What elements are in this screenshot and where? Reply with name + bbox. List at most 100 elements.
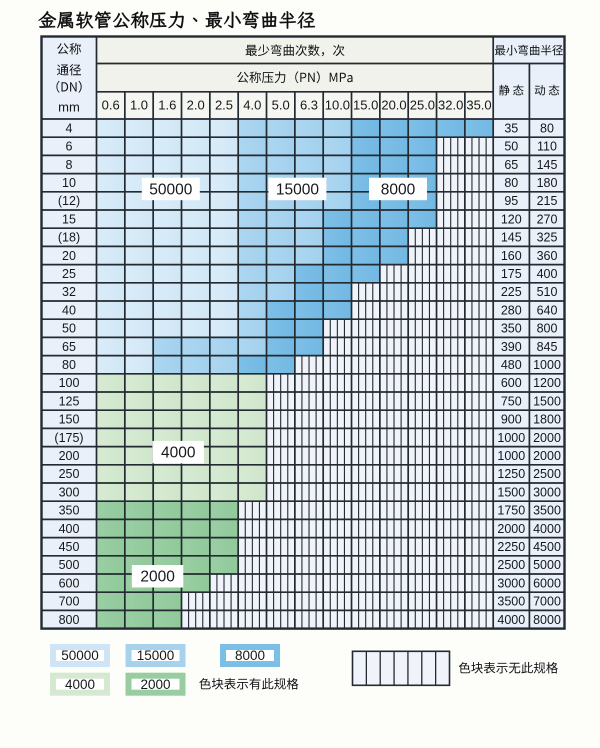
svg-text:20.0: 20.0	[381, 97, 406, 112]
svg-text:2.5: 2.5	[215, 97, 233, 112]
svg-text:100: 100	[59, 376, 80, 390]
svg-text:65: 65	[62, 340, 76, 354]
svg-text:900: 900	[501, 413, 522, 427]
svg-text:50000: 50000	[61, 648, 99, 663]
svg-text:2000: 2000	[533, 431, 561, 445]
svg-text:4000: 4000	[497, 613, 525, 627]
svg-text:40: 40	[62, 303, 76, 317]
svg-text:20: 20	[62, 249, 76, 263]
svg-text:5.0: 5.0	[272, 97, 290, 112]
svg-text:7000: 7000	[533, 595, 561, 609]
svg-text:15000: 15000	[276, 181, 319, 198]
svg-text:110: 110	[537, 140, 557, 154]
svg-text:25: 25	[62, 267, 76, 281]
svg-text:400: 400	[59, 522, 80, 536]
svg-text:350: 350	[501, 322, 522, 336]
svg-text:350: 350	[59, 504, 80, 518]
svg-text:600: 600	[501, 376, 522, 390]
svg-text:8000: 8000	[533, 613, 561, 627]
svg-text:4.0: 4.0	[243, 97, 261, 112]
svg-text:80: 80	[540, 121, 554, 135]
svg-text:160: 160	[501, 249, 522, 263]
svg-text:mm: mm	[58, 100, 80, 115]
svg-text:4: 4	[66, 121, 73, 135]
svg-text:325: 325	[537, 231, 558, 245]
svg-text:175: 175	[501, 267, 522, 281]
svg-text:80: 80	[504, 176, 518, 190]
svg-text:6: 6	[66, 140, 73, 154]
svg-text:25.0: 25.0	[410, 97, 435, 112]
svg-text:360: 360	[537, 249, 558, 263]
svg-text:95: 95	[504, 194, 518, 208]
svg-text:145: 145	[537, 158, 558, 172]
svg-text:270: 270	[537, 212, 558, 226]
svg-text:450: 450	[59, 540, 80, 554]
svg-text:2000: 2000	[140, 569, 175, 586]
svg-text:280: 280	[501, 303, 522, 317]
svg-text:1000: 1000	[497, 449, 525, 463]
svg-text:1000: 1000	[533, 358, 561, 372]
svg-text:65: 65	[504, 158, 518, 172]
svg-text:750: 750	[501, 394, 522, 408]
svg-text:2000: 2000	[140, 677, 170, 692]
svg-text:400: 400	[537, 267, 558, 281]
svg-text:200: 200	[59, 449, 80, 463]
svg-text:15000: 15000	[137, 648, 175, 663]
svg-text:5000: 5000	[533, 558, 561, 572]
svg-text:390: 390	[501, 340, 522, 354]
svg-text:4500: 4500	[533, 540, 561, 554]
svg-text:800: 800	[537, 322, 558, 336]
svg-text:1250: 1250	[497, 467, 525, 481]
svg-text:8: 8	[66, 158, 73, 172]
svg-text:35.0: 35.0	[466, 97, 491, 112]
svg-text:600: 600	[59, 576, 80, 590]
svg-text:1800: 1800	[533, 413, 561, 427]
svg-text:2.0: 2.0	[187, 97, 205, 112]
svg-text:6000: 6000	[533, 576, 561, 590]
svg-text:15: 15	[62, 212, 76, 226]
svg-text:0.6: 0.6	[102, 97, 120, 112]
svg-text:3500: 3500	[497, 595, 525, 609]
svg-text:15.0: 15.0	[353, 97, 378, 112]
svg-text:(18): (18)	[58, 231, 80, 245]
svg-text:2500: 2500	[533, 467, 561, 481]
svg-text:(12): (12)	[58, 194, 80, 208]
svg-text:2250: 2250	[497, 540, 525, 554]
svg-text:8000: 8000	[381, 181, 416, 198]
svg-text:145: 145	[501, 231, 522, 245]
svg-text:1200: 1200	[533, 376, 561, 390]
svg-text:125: 125	[59, 394, 80, 408]
svg-text:50: 50	[504, 140, 518, 154]
svg-text:3000: 3000	[497, 576, 525, 590]
svg-text:3000: 3000	[533, 485, 561, 499]
svg-text:2500: 2500	[497, 558, 525, 572]
svg-text:32: 32	[62, 285, 76, 299]
svg-text:2000: 2000	[497, 522, 525, 536]
svg-text:50000: 50000	[149, 181, 192, 198]
svg-text:1000: 1000	[497, 431, 525, 445]
svg-text:700: 700	[59, 595, 80, 609]
svg-text:225: 225	[501, 285, 522, 299]
svg-text:50: 50	[62, 322, 76, 336]
svg-text:215: 215	[537, 194, 558, 208]
svg-text:2000: 2000	[533, 449, 561, 463]
svg-text:4000: 4000	[65, 677, 95, 692]
svg-text:6.3: 6.3	[300, 97, 318, 112]
svg-text:3500: 3500	[533, 504, 561, 518]
svg-text:1500: 1500	[497, 485, 525, 499]
svg-text:(175): (175)	[54, 431, 83, 445]
svg-text:32.0: 32.0	[438, 97, 463, 112]
svg-text:10: 10	[62, 176, 76, 190]
svg-text:300: 300	[59, 485, 80, 499]
svg-text:150: 150	[59, 413, 80, 427]
svg-text:1500: 1500	[533, 394, 561, 408]
svg-text:800: 800	[59, 613, 80, 627]
svg-text:10.0: 10.0	[325, 97, 350, 112]
svg-text:250: 250	[59, 467, 80, 481]
svg-text:4000: 4000	[161, 445, 196, 462]
svg-text:8000: 8000	[235, 648, 265, 663]
svg-text:500: 500	[59, 558, 80, 572]
svg-text:35: 35	[504, 121, 518, 135]
svg-text:845: 845	[537, 340, 558, 354]
svg-text:640: 640	[537, 303, 558, 317]
